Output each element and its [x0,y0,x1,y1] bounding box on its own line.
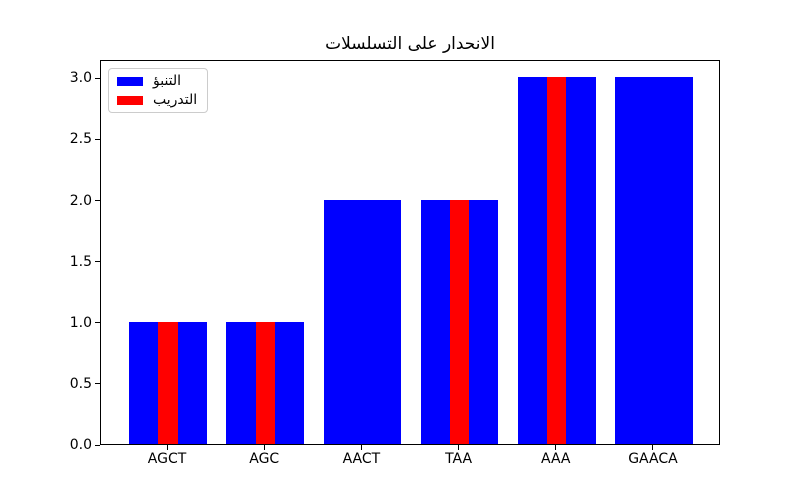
x-tick [263,445,265,450]
prediction-legend-swatch [117,76,143,86]
x-tick-label: AGCT [147,451,187,467]
x-tick-label: AACT [342,451,381,467]
y-tick [95,444,100,446]
training-bar-agc [255,321,275,444]
x-tick-label: AAA [541,451,571,467]
y-tick [95,138,100,140]
x-tick [360,445,362,450]
legend-item-training: التدريب [117,93,197,107]
y-tick-label: 0.5 [69,375,92,392]
training-legend-swatch [117,95,143,105]
prediction-bar-aact [323,199,402,444]
y-tick-label: 2.5 [69,131,92,148]
y-tick [95,261,100,263]
y-tick-label: 2.0 [69,192,92,209]
y-tick [95,200,100,202]
y-tick-label: 1.5 [69,253,92,270]
y-tick-label: 1.0 [69,314,92,331]
y-tick [95,383,100,385]
legend: التنبؤ التدريب [108,68,209,113]
training-bar-taa [449,199,470,444]
y-tick-label: 3.0 [69,70,92,87]
x-tick-label: AGC [249,451,280,467]
prediction-bar-gaaca [615,77,693,444]
x-tick [458,445,460,450]
training-bar-aaa [547,77,567,444]
y-tick-label: 0.0 [69,437,92,453]
x-tick [652,445,654,450]
x-tick-label: TAA [445,451,473,467]
plot-area: التنبؤ التدريب [100,60,720,445]
training-bar-agct [158,321,178,444]
x-tick [555,445,557,450]
training-legend-label: التدريب [153,92,198,108]
y-tick [95,77,100,79]
y-tick [95,322,100,324]
x-tick-label: GAACA [628,451,678,467]
x-tick [166,445,168,450]
prediction-legend-label: التنبؤ [153,73,182,89]
legend-item-prediction: التنبؤ [117,74,197,88]
chart-title: الانحدار على التسلسلات [325,34,495,54]
